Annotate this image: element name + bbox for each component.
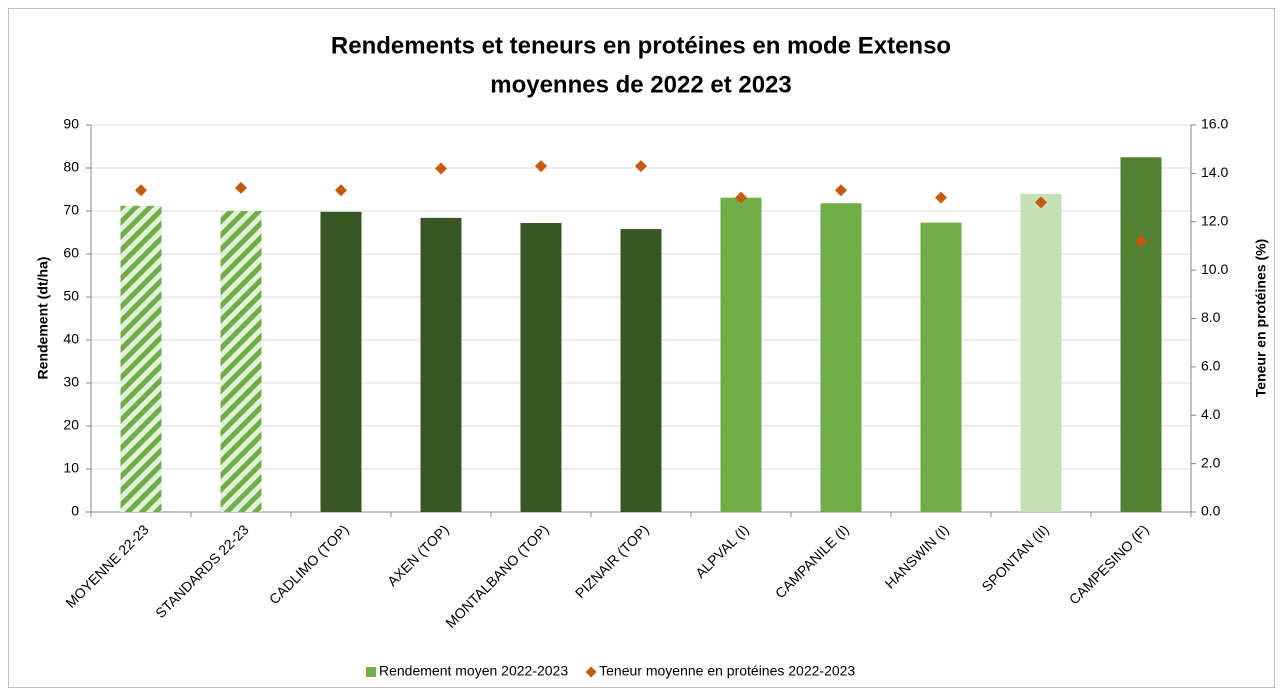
bar <box>1020 193 1062 513</box>
y2-axis-label: Teneur en protéines (%) <box>1253 239 1269 397</box>
y-tick-label: 30 <box>63 374 79 390</box>
point <box>535 160 547 173</box>
point <box>335 184 347 197</box>
legend-label: Rendement moyen 2022-2023 <box>379 663 568 679</box>
bar <box>420 217 462 512</box>
bar <box>220 211 262 512</box>
point <box>935 191 947 204</box>
point <box>835 184 847 197</box>
point <box>135 184 147 197</box>
legend-label: Teneur moyenne en protéines 2022-2023 <box>599 663 855 679</box>
bar <box>920 222 962 513</box>
y-tick-label: 90 <box>63 116 79 132</box>
legend-swatch <box>366 667 376 677</box>
y2-tick-label: 10.0 <box>1201 261 1228 277</box>
bar <box>520 223 562 513</box>
bar <box>1120 157 1162 512</box>
y-axis-label: Rendement (dt/ha) <box>35 257 51 380</box>
legend-swatch <box>585 666 597 678</box>
bar <box>820 203 862 512</box>
y-tick-label: 20 <box>63 417 79 433</box>
point <box>635 160 647 173</box>
y-tick-label: 50 <box>63 288 79 304</box>
point <box>1135 235 1147 248</box>
y-tick-label: 60 <box>63 245 79 261</box>
y2-tick-label: 14.0 <box>1201 164 1228 180</box>
bar <box>320 211 362 513</box>
chart-title: Rendements et teneurs en protéines en mo… <box>331 32 951 59</box>
y-tick-label: 80 <box>63 159 79 175</box>
bar <box>120 205 162 512</box>
y2-tick-label: 4.0 <box>1201 406 1221 422</box>
y2-tick-label: 16.0 <box>1201 116 1228 132</box>
y-tick-label: 70 <box>63 202 79 218</box>
y2-tick-label: 6.0 <box>1201 358 1221 374</box>
y2-tick-label: 12.0 <box>1201 212 1228 228</box>
point <box>1035 196 1047 209</box>
bar <box>720 197 762 513</box>
chart-subtitle: moyennes de 2022 et 2023 <box>490 71 792 98</box>
y2-tick-label: 8.0 <box>1201 309 1221 325</box>
y2-tick-label: 0.0 <box>1201 503 1221 519</box>
bar <box>620 229 662 512</box>
y-tick-label: 40 <box>63 331 79 347</box>
point <box>435 162 447 175</box>
point <box>235 181 247 194</box>
point <box>735 191 747 204</box>
y2-tick-label: 2.0 <box>1201 454 1221 470</box>
y-tick-label: 0 <box>71 503 79 519</box>
y-tick-label: 10 <box>63 460 79 476</box>
